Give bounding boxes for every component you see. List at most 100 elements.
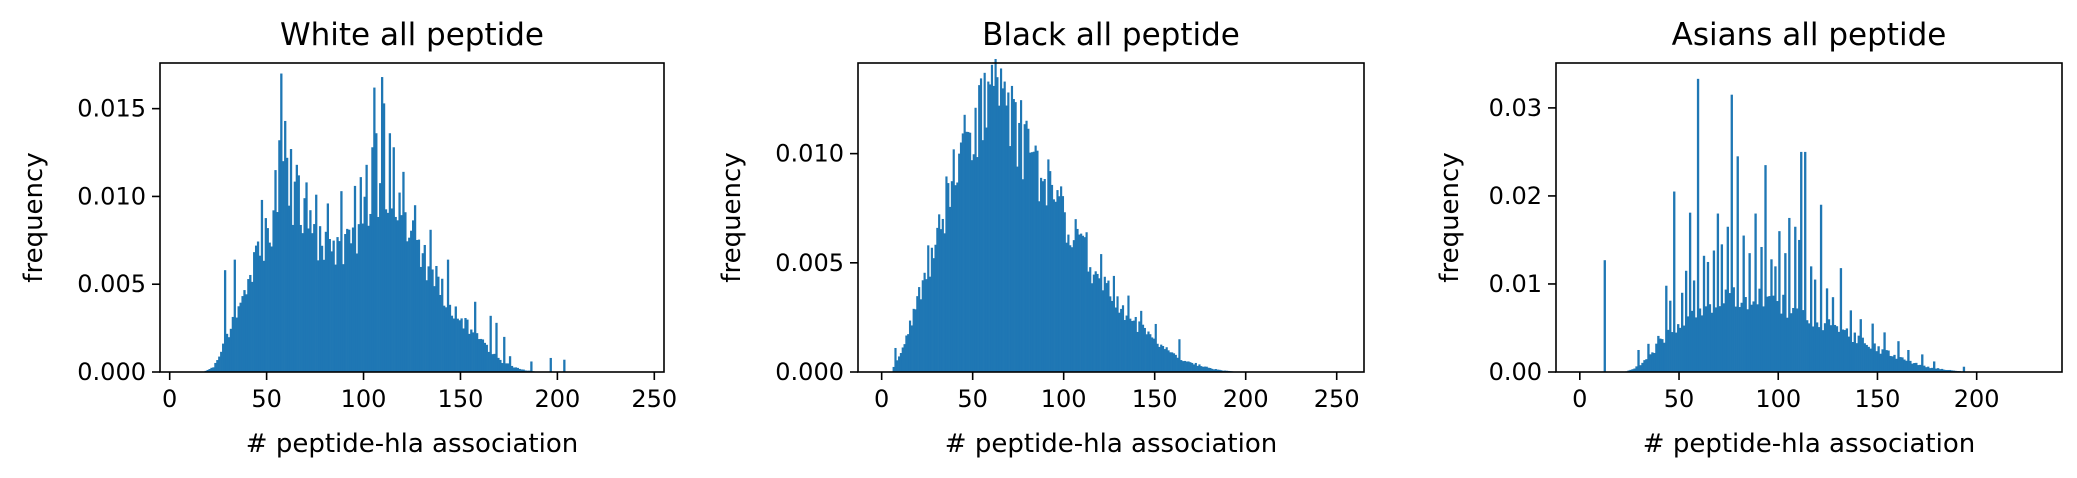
panel-black-bar [963,114,966,372]
panel-black-bar [912,308,915,372]
panel-white-bar [396,220,399,372]
panel-black-bar [1211,368,1214,372]
panel-black-bar [1085,232,1088,372]
panel-asians-bar [1831,297,1835,372]
panel-black-title: Black all peptide [982,17,1240,53]
panel-white-bar [505,363,508,372]
panel-black: Black all peptide 0 50 100 150 200 250 0.0000… [717,17,1365,459]
panel-black-bar [1060,186,1063,372]
panel-black-bar [934,244,937,372]
panel-white-x-tick-label: 50 [251,385,282,413]
panel-asians-xlabel: # peptide-hla association [1643,429,1975,459]
panel-white-bar [425,280,428,372]
panel-black-bar [896,360,899,372]
panel-asians-bar [1839,268,1843,372]
panel-white-bar [421,253,424,372]
panel-asians-bar [1720,244,1724,372]
panel-black-bar [1154,323,1157,372]
panel-asians-bar [1786,317,1789,372]
panel-black-bar [1072,240,1075,372]
panel-asians-bar [1673,191,1676,372]
panel-asians-bar [1853,332,1856,372]
panel-asians-bar [1784,253,1787,372]
panel-black-bar [1038,201,1041,372]
panel-asians-bar [1891,356,1894,372]
panel-black-bar [965,131,968,372]
panel-black-bar [1009,146,1012,372]
panel-asians-bar [1881,349,1884,372]
panel-white-bar [210,367,213,372]
panel-black-bar [928,276,932,372]
panel-white-x-tick-label: 150 [438,385,484,413]
panel-asians-bar [1905,360,1908,372]
panel-asians-bar [1768,296,1771,372]
panel-asians-bar [1679,327,1682,372]
panel-asians-bar [1635,366,1638,372]
panel-white-bar [481,339,485,372]
panel-black-bar [952,149,955,372]
panel-black-bar [978,85,981,372]
panel-white-bar [363,196,366,372]
panel-white-bar [278,140,281,372]
panel-white-bar [384,209,388,372]
panel-white-bar [284,120,287,372]
panel-black-bar [907,334,910,372]
panel-white-bar [417,239,421,372]
panel-asians-bar [1911,363,1914,372]
panel-black-bar [1191,362,1194,372]
panel-black-bar [989,84,992,373]
panel-white-bar [291,224,295,372]
panel-black-bar [1176,357,1179,372]
panel-asians-bar [1724,289,1727,372]
panel-asians-x-tick-label: 150 [1855,385,1901,413]
panel-black-bar [1202,366,1205,372]
panel-white-bar [241,296,244,372]
panel-asians-bar [1641,362,1644,372]
panel-white-bar [408,237,411,372]
panel-white-bar [365,164,368,372]
panel-black-bar [923,272,926,372]
panel-white-bar [444,307,448,372]
panel-black-bar [1143,327,1146,372]
panel-white-bar [520,369,523,372]
panel-asians-bar [1893,354,1896,372]
panel-black-bar [1045,205,1048,372]
panel-white-bar [371,147,374,372]
panel-black-bar [1027,128,1030,372]
panel-black-bar [1156,343,1159,372]
panel-asians-ylabel: frequency [1435,152,1465,282]
panel-black-x-ticks: 0 50 100 150 200 250 [874,372,1360,413]
panel-black-bar [1203,366,1206,372]
panel-white-bar [332,240,335,372]
panel-asians-bar [1728,293,1731,372]
panel-black-bar [927,245,930,372]
panel-white-y-tick-label: 0.000 [77,358,146,386]
panel-white-bar [303,198,306,372]
panel-black-bar [976,157,979,372]
panel-black-bar [936,227,939,372]
panel-black-bar [1090,283,1094,372]
panel-white-bar [326,203,329,372]
panel-white-bar [477,339,481,372]
panel-black-bar [954,185,957,372]
panel-white-bar [256,241,260,372]
panel-black-bar [1080,233,1083,372]
panel-asians-bar [1942,369,1946,372]
panel-asians-bar [1714,307,1718,372]
panel-black-bar [987,81,990,372]
panel-white-bar [377,216,380,372]
panel-asians-bar [1804,151,1807,372]
panel-white-bar [429,229,432,372]
panel-white-bar [386,212,390,372]
panel-black-bar [947,183,950,372]
panel-asians-bar [1716,213,1720,372]
panel-black-bar [1178,339,1181,372]
panel-asians-bar [1734,306,1737,372]
panel-asians-bar [1915,362,1918,372]
panel-black-y-tick-label: 0.000 [775,358,844,386]
panel-white-bar [266,228,269,372]
panel-black-bar [1034,145,1037,372]
panel-white-bar [369,213,372,372]
panel-asians-bar [1708,304,1712,372]
panel-black-bar [994,58,997,373]
